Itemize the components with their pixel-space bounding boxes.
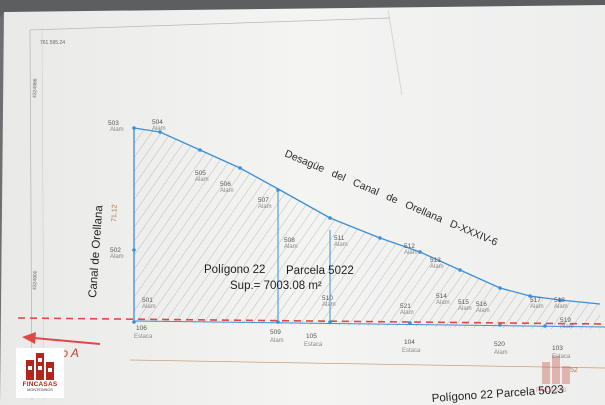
point-label: 105 xyxy=(306,333,317,340)
arrow-to-a xyxy=(33,337,101,345)
logo-name: FINCASAS xyxy=(22,381,58,388)
point-label: 103 xyxy=(552,345,563,352)
point-type: Estaca xyxy=(552,354,571,360)
point-type: Alam xyxy=(142,304,156,310)
side-dimension: 71.12 xyxy=(111,204,119,222)
watermark-text: FINCASAS xyxy=(536,388,567,394)
point-label: 507 xyxy=(258,197,269,204)
point-type: Estaca xyxy=(134,334,153,340)
point-type: Alam xyxy=(270,338,284,344)
lower-line xyxy=(129,359,605,369)
point-type: Alam xyxy=(152,126,166,132)
coord-top: 761.595.24 xyxy=(40,40,65,46)
point-type: Alam xyxy=(258,204,272,210)
point-type: Alam xyxy=(554,304,568,310)
company-logo: FINCASAS MONTESINOS xyxy=(16,348,64,398)
point-type: Estaca xyxy=(304,342,323,348)
point-type: Alam xyxy=(476,308,490,314)
point-type: Alam xyxy=(334,242,348,248)
frame-line-top xyxy=(29,17,391,31)
point-label: 519 xyxy=(560,317,571,324)
point-label: 505 xyxy=(195,170,206,177)
point-label: 521 xyxy=(400,303,411,310)
point-type: Estaca xyxy=(402,348,421,354)
point-type: Alam xyxy=(110,127,124,133)
point-type: Alam xyxy=(494,350,508,356)
parcel-surface: Sup.= 7003.08 m² xyxy=(230,280,322,292)
point-label: 517 xyxy=(530,297,541,304)
logo-subtitle: MONTESINOS xyxy=(27,388,53,392)
point-type: Alam xyxy=(530,304,544,310)
point-label: 514 xyxy=(436,293,447,300)
point-type: Alam xyxy=(322,302,336,308)
point-type: Alam xyxy=(436,300,450,306)
watermark-logo: FINCASAS xyxy=(536,356,570,394)
point-label: 106 xyxy=(136,325,147,332)
point-labels: 503 Alam 504 Alam 505 Alam 506 Alam 507 … xyxy=(108,119,574,360)
point-label: 503 xyxy=(108,120,119,127)
arrow-head-icon xyxy=(22,332,36,344)
dashed-line xyxy=(17,317,605,325)
parcel-title: Polígono 22 xyxy=(204,264,265,276)
coord-left-bottom: 4324900 xyxy=(32,270,39,290)
coord-left-top: 4324986 xyxy=(32,78,39,98)
point-type: Alam xyxy=(284,244,298,250)
bottom-dimension: 52 xyxy=(570,367,578,374)
point-type: Alam xyxy=(560,324,574,330)
point-label: 501 xyxy=(142,297,153,304)
paper-fold xyxy=(387,9,403,96)
parcel-number: Parcela 5022 xyxy=(286,265,354,277)
point-type: Alam xyxy=(110,254,124,260)
point-label: 506 xyxy=(220,181,231,188)
point-label: 516 xyxy=(476,301,487,308)
point-label: 518 xyxy=(554,297,565,304)
bottom-blue-line xyxy=(133,320,605,328)
point-type: Alam xyxy=(195,177,209,183)
point-label: 504 xyxy=(152,119,163,126)
point-label: 510 xyxy=(322,295,333,302)
point-type: Alam xyxy=(430,264,444,270)
point-label: 512 xyxy=(404,243,415,250)
parcel-area xyxy=(134,128,600,330)
vertex-markers xyxy=(132,126,562,328)
paper-shadow-top xyxy=(0,0,605,18)
point-type: Alam xyxy=(404,250,418,256)
point-type: Alam xyxy=(400,310,414,316)
point-label: 513 xyxy=(430,257,441,264)
point-label: 509 xyxy=(270,329,281,336)
point-label: 104 xyxy=(404,339,415,346)
point-type: Alam xyxy=(458,306,472,312)
point-label: 515 xyxy=(458,299,469,306)
point-label: 502 xyxy=(110,247,121,254)
point-label: 520 xyxy=(494,341,505,348)
point-label: 508 xyxy=(284,237,295,244)
point-label: 511 xyxy=(334,235,345,242)
building-icon xyxy=(26,353,54,380)
point-type: Alam xyxy=(220,188,234,194)
